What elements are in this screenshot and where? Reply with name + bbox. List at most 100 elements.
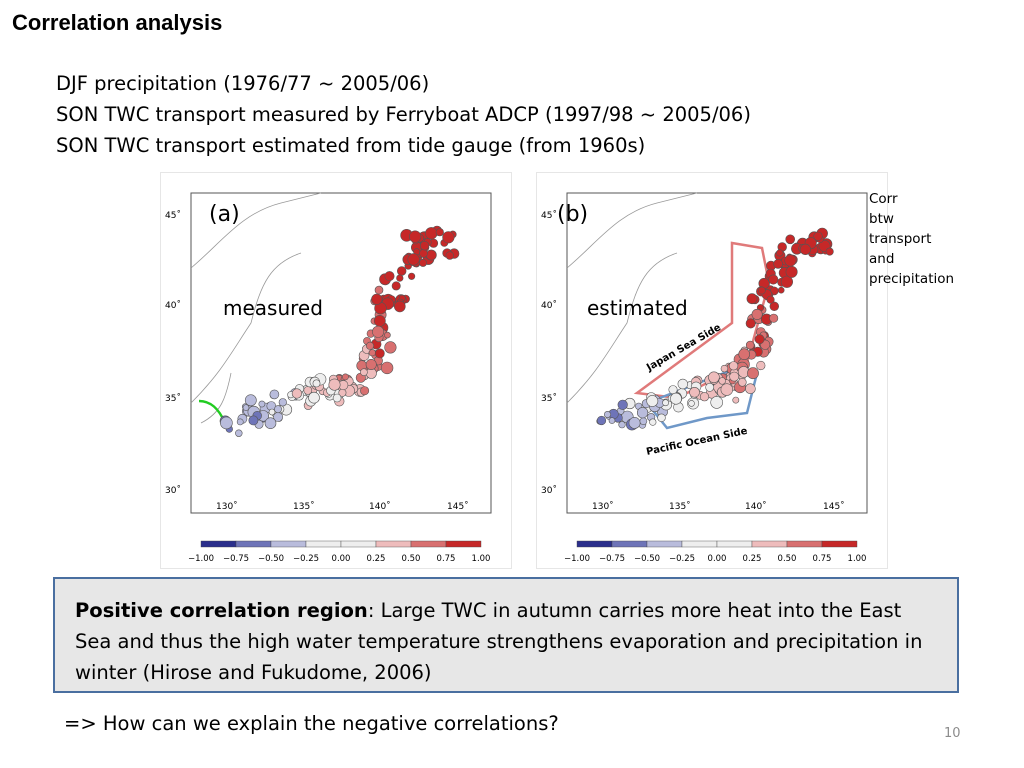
- station-dot: [596, 415, 607, 426]
- lon-tick-label: 140˚: [745, 501, 767, 512]
- colorbar-tick-label: 0.50: [402, 554, 421, 564]
- station-dot: [274, 405, 282, 414]
- side-note-line: Corr: [869, 191, 898, 207]
- colorbar-segment: [375, 540, 412, 548]
- map-a-svg: (a) 45˚40˚35˚30˚ 130˚ 135˚ 140˚ 145˚ −1.00−…: [165, 192, 492, 564]
- bullet-son-measured: SON TWC transport measured by Ferryboat …: [56, 103, 751, 126]
- page-number: 10: [944, 726, 961, 741]
- station-dot: [785, 234, 795, 245]
- colorbar-segment: [270, 540, 307, 548]
- station-dot: [368, 349, 376, 357]
- station-dot: [268, 408, 276, 416]
- map-a-coastline: [190, 192, 322, 424]
- station-dot: [618, 421, 626, 429]
- station-dot: [813, 231, 823, 241]
- station-dot: [729, 361, 739, 371]
- station-dot: [384, 271, 395, 282]
- station-dot: [784, 254, 797, 267]
- station-dot: [628, 416, 641, 429]
- bullet-djf-precipitation: DJF precipitation (1976/77 ~ 2005/06): [56, 72, 430, 95]
- map-a-colorbar-ticks: −1.00 −0.75 −0.50 −0.25 0.00 0.25 0.50 0.75 1.00: [188, 554, 491, 564]
- callout-text: Positive correlation region: Large TWC i…: [75, 595, 939, 688]
- station-dot: [435, 228, 444, 237]
- colorbar-tick-label: −0.75: [599, 554, 625, 564]
- station-dot: [708, 371, 720, 384]
- station-dot: [769, 301, 780, 312]
- map-b-colorbar: [576, 540, 858, 548]
- station-dot: [236, 418, 244, 426]
- lon-tick-label: 130˚: [592, 501, 614, 512]
- station-dot: [617, 399, 628, 410]
- lat-tick-label: 30˚: [165, 485, 181, 496]
- side-note-line: transport: [869, 231, 932, 247]
- station-dot: [751, 308, 763, 320]
- station-dot: [738, 378, 747, 387]
- colorbar-segment: [576, 540, 613, 548]
- station-dot: [649, 418, 657, 426]
- lon-tick-label: 130˚: [216, 501, 238, 512]
- station-dot: [710, 396, 723, 409]
- map-b-svg: Japan Sea Side Pacific Ocean Side (b) 45…: [541, 192, 868, 564]
- colorbar-segment: [716, 540, 753, 548]
- map-b-colorbar-ticks: −1.00 −0.75 −0.50 −0.25 0.00 0.25 0.50 0.75 1.00: [564, 554, 867, 564]
- station-dot: [373, 314, 386, 327]
- lat-tick-label: 45˚: [165, 210, 181, 221]
- colorbar-segment: [235, 540, 272, 548]
- station-dot: [419, 240, 430, 251]
- station-dot: [269, 389, 280, 400]
- station-dot: [769, 313, 779, 323]
- station-dot: [408, 272, 416, 280]
- map-b-lon-ticks: 130˚ 135˚ 140˚ 145˚: [592, 501, 845, 512]
- station-dot: [418, 258, 427, 267]
- colorbar-tick-label: 1.00: [848, 554, 867, 564]
- colorbar-segment: [305, 540, 342, 548]
- colorbar-tick-label: −0.75: [223, 554, 249, 564]
- station-dot: [747, 367, 759, 380]
- colorbar-segment: [821, 540, 858, 548]
- station-dot: [688, 400, 695, 407]
- station-dot: [773, 259, 783, 269]
- map-b-letter: (b): [557, 202, 588, 227]
- colorbar-tick-label: −0.25: [669, 554, 695, 564]
- station-dot: [639, 417, 648, 425]
- map-b-japan-sea-outline: [633, 241, 771, 400]
- station-dot: [264, 417, 277, 429]
- station-dot: [785, 265, 798, 278]
- station-dot: [258, 400, 266, 408]
- label-measured: measured: [223, 296, 323, 320]
- callout-body: : Large TWC in autumn carries more heat …: [75, 599, 923, 684]
- station-dot: [380, 361, 394, 375]
- station-dot: [825, 247, 834, 256]
- station-dot: [604, 411, 612, 419]
- colorbar-segment: [646, 540, 683, 548]
- station-dot: [738, 348, 750, 360]
- station-dot: [442, 231, 455, 244]
- colorbar-segment: [340, 540, 377, 548]
- station-dot: [341, 373, 349, 381]
- station-dot: [732, 396, 740, 404]
- station-dot: [668, 385, 678, 395]
- lat-tick-label: 30˚: [541, 485, 557, 496]
- station-dot: [754, 334, 765, 345]
- station-dot: [777, 286, 785, 294]
- station-dot: [244, 394, 257, 407]
- colorbar-tick-label: 0.50: [778, 554, 797, 564]
- station-dot: [366, 341, 375, 350]
- station-dot: [235, 429, 243, 437]
- side-note-line: btw: [869, 211, 894, 227]
- japan-sea-side-label: Japan Sea Side: [644, 322, 723, 374]
- station-dot: [780, 275, 793, 288]
- station-dot: [371, 293, 383, 305]
- station-dot: [391, 281, 401, 291]
- station-dot: [657, 413, 666, 423]
- station-dot: [360, 368, 368, 376]
- station-dot: [745, 318, 756, 329]
- map-a-lon-ticks: 130˚ 135˚ 140˚ 145˚: [216, 501, 469, 512]
- station-dot: [409, 230, 422, 243]
- callout-box: Positive correlation region: Large TWC i…: [53, 577, 959, 693]
- station-dot: [677, 378, 689, 390]
- colorbar-tick-label: −0.25: [293, 554, 319, 564]
- station-dot: [636, 407, 649, 419]
- pacific-ocean-side-label: Pacific Ocean Side: [645, 426, 748, 458]
- station-dot: [745, 340, 755, 350]
